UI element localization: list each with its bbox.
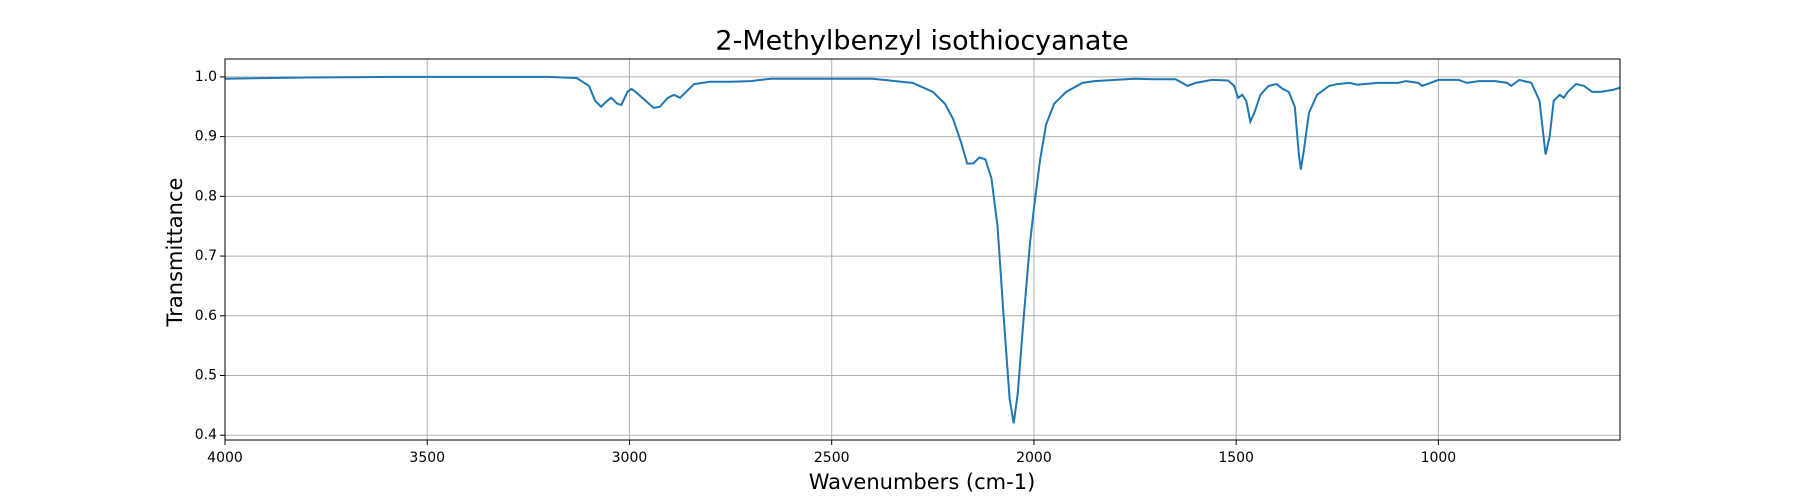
y-tick-label: 0.8 [195, 188, 217, 204]
x-tick-label: 1000 [1421, 450, 1457, 466]
y-tick-label: 0.7 [195, 248, 217, 264]
y-tick-label: 0.4 [195, 427, 217, 443]
x-axis-label: Wavenumbers (cm-1) [809, 470, 1036, 494]
x-tick-label: 1500 [1218, 450, 1254, 466]
spectrum-line [224, 75, 1621, 424]
chart-title: 2-Methylbenzyl isothiocyanate [715, 26, 1128, 57]
x-tick-label: 3500 [409, 450, 445, 466]
y-tick-label: 0.5 [195, 368, 217, 384]
x-tick-label: 2000 [1016, 450, 1052, 466]
y-tick-label: 0.6 [195, 308, 217, 324]
y-tick-label: 0.9 [195, 129, 217, 145]
y-tick-label: 1.0 [195, 69, 217, 85]
x-tick-label: 2500 [814, 450, 850, 466]
y-axis-label: Transmittance [163, 178, 187, 328]
x-tick-label: 3000 [612, 450, 648, 466]
x-tick-label: 4000 [207, 450, 243, 466]
plot-frame [224, 58, 1621, 441]
